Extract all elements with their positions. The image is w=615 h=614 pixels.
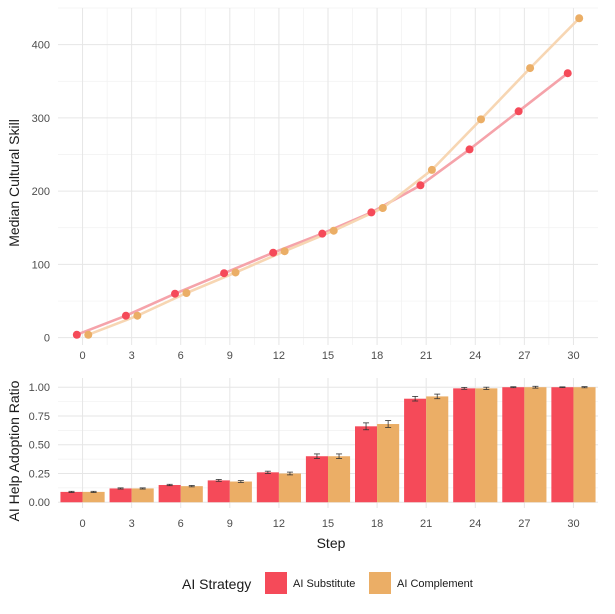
bar-chart-bars — [60, 387, 596, 503]
data-point-ai-complement — [182, 288, 191, 297]
data-point-ai-complement — [378, 204, 387, 213]
data-point-ai-complement — [84, 330, 93, 339]
data-point-ai-substitute — [318, 229, 327, 238]
bar-ai-complement — [180, 486, 203, 503]
line-chart-points — [72, 14, 584, 339]
data-point-ai-complement — [329, 226, 338, 235]
legend-title: AI Strategy — [182, 576, 251, 592]
data-point-ai-substitute — [220, 269, 229, 278]
bar-ai-substitute — [404, 398, 427, 503]
x-tick-label: 6 — [178, 350, 184, 362]
bar-ai-complement — [131, 488, 154, 503]
x-tick-label: 3 — [129, 518, 135, 530]
data-point-ai-substitute — [269, 248, 278, 257]
x-tick-label: 18 — [371, 518, 383, 530]
data-point-ai-complement — [133, 311, 142, 320]
y-tick-label: 400 — [32, 40, 50, 52]
legend-swatch-ai-complement — [369, 572, 391, 594]
bar-chart-error-bars — [68, 385, 588, 493]
bar-ai-substitute — [109, 488, 132, 503]
y-tick-label: 200 — [32, 186, 50, 198]
bar-ai-complement — [426, 396, 449, 503]
data-point-ai-complement — [477, 115, 485, 124]
series-line-ai-substitute — [76, 72, 569, 336]
x-tick-label: 21 — [420, 518, 432, 530]
series-line-ai-complement — [87, 17, 581, 336]
bar-ai-substitute — [502, 387, 525, 503]
bar-ai-substitute — [355, 426, 378, 503]
bar-ai-substitute — [453, 388, 476, 503]
data-point-ai-substitute — [514, 107, 523, 116]
data-point-ai-substitute — [465, 145, 474, 154]
x-tick-label: 30 — [567, 350, 579, 362]
bar-ai-substitute — [256, 472, 279, 503]
bar-chart-x-ticks: 0 3 6 9 12 15 18 21 24 27 30 — [79, 518, 579, 530]
data-point-ai-substitute — [121, 311, 130, 320]
x-tick-label: 9 — [227, 518, 233, 530]
bar-ai-complement — [524, 387, 547, 503]
x-tick-label: 27 — [518, 350, 530, 362]
data-point-ai-substitute — [367, 208, 376, 217]
legend-swatch-ai-substitute — [265, 572, 287, 594]
bar-ai-complement — [278, 473, 301, 503]
bar-chart-x-axis-title: Step — [317, 535, 346, 551]
bar-ai-complement — [573, 387, 596, 503]
y-tick-label: 100 — [32, 259, 50, 271]
x-tick-label: 0 — [79, 350, 85, 362]
data-point-ai-complement — [526, 64, 535, 73]
bar-ai-complement — [328, 456, 351, 503]
data-point-ai-complement — [575, 14, 584, 23]
bar-ai-complement — [82, 491, 105, 503]
x-tick-label: 3 — [129, 350, 135, 362]
x-tick-label: 12 — [273, 518, 285, 530]
x-tick-label: 15 — [322, 518, 334, 530]
line-chart-grid — [58, 7, 598, 345]
line-chart-panel: 0 3 6 9 12 15 18 21 24 27 30 0 100 200 300 400 Median … — [6, 7, 598, 362]
bar-chart-panel: 0 3 6 9 12 15 18 21 24 27 30 0.000.250.500.751.00 … — [6, 378, 598, 551]
y-tick-label: 1.00 — [29, 382, 50, 394]
bar-ai-substitute — [305, 456, 328, 503]
data-point-ai-substitute — [171, 289, 179, 298]
bar-ai-complement — [377, 424, 400, 503]
x-tick-label: 24 — [469, 518, 481, 530]
bar-ai-substitute — [551, 387, 574, 503]
y-tick-label: 0.00 — [29, 497, 50, 509]
y-tick-label: 0.75 — [29, 411, 50, 423]
bar-ai-complement — [475, 388, 498, 503]
x-tick-label: 12 — [273, 350, 285, 362]
bar-chart-y-ticks: 0.00 0.25 0.50 0.75 1.00 — [29, 382, 50, 509]
legend-label-ai-substitute: AI Substitute — [293, 578, 355, 590]
line-chart-y-axis-title: Median Cultural Skill — [6, 119, 22, 247]
x-tick-label: 6 — [178, 518, 184, 530]
y-tick-label: 0.50 — [29, 440, 50, 452]
legend: AI Strategy AI Substitute AI Complement — [182, 572, 473, 594]
data-point-ai-complement — [231, 268, 240, 277]
data-point-ai-complement — [427, 165, 436, 174]
bar-ai-substitute — [207, 480, 230, 503]
x-tick-label: 27 — [518, 518, 530, 530]
data-point-ai-complement — [280, 247, 289, 256]
data-point-ai-substitute — [72, 330, 81, 339]
data-point-ai-substitute — [416, 181, 425, 190]
y-tick-label: 0.25 — [29, 468, 50, 480]
x-tick-label: 30 — [567, 518, 579, 530]
bar-ai-substitute — [60, 491, 83, 503]
bar-ai-substitute — [158, 484, 181, 503]
bar-ai-complement — [229, 481, 252, 503]
line-chart-x-ticks: 0 3 6 9 12 15 18 21 24 27 30 — [79, 350, 579, 362]
legend-label-ai-complement: AI Complement — [397, 578, 473, 590]
x-tick-label: 21 — [420, 350, 432, 362]
bar-chart-y-axis-title: AI Help Adoption Ratio — [6, 380, 22, 521]
data-point-ai-substitute — [563, 69, 572, 78]
x-tick-label: 15 — [322, 350, 334, 362]
x-tick-label: 9 — [227, 350, 233, 362]
line-chart-y-ticks: 0 100 200 300 400 — [32, 40, 50, 345]
x-tick-label: 24 — [469, 350, 481, 362]
x-tick-label: 18 — [371, 350, 383, 362]
y-tick-label: 300 — [32, 113, 50, 125]
y-tick-label: 0 — [44, 333, 50, 345]
x-tick-label: 0 — [79, 518, 85, 530]
